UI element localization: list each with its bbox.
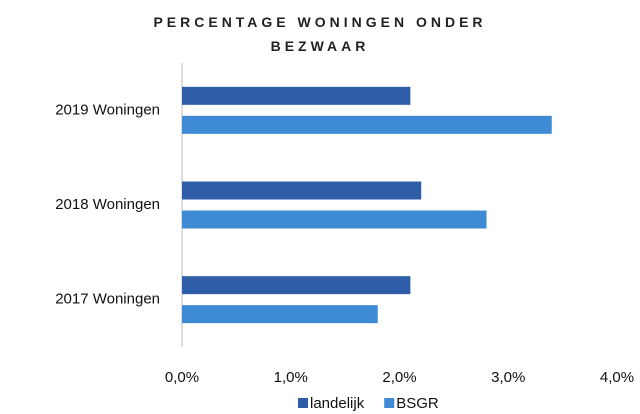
x-tick-label: 4,0% [600, 369, 634, 386]
bar [182, 305, 378, 324]
y-tick-label: 2019 Woningen [55, 101, 160, 118]
legend-label: BSGR [396, 395, 439, 412]
chart-title: PERCENTAGE WONINGEN ONDER BEZWAAR [153, 14, 487, 54]
bar [182, 115, 552, 134]
y-tick-label: 2017 Woningen [55, 291, 160, 308]
bar [182, 86, 411, 105]
bar [182, 276, 411, 295]
legend-swatch [298, 398, 308, 408]
bar [182, 181, 422, 200]
bar [182, 210, 487, 229]
legend-label: landelijk [310, 395, 365, 412]
x-tick-label: 0,0% [165, 369, 199, 386]
legend-swatch [384, 398, 395, 408]
x-tick-label: 2,0% [382, 369, 416, 386]
y-tick-label: 2018 Woningen [55, 196, 160, 213]
x-tick-label: 1,0% [274, 369, 308, 386]
x-tick-label: 3,0% [491, 369, 525, 386]
